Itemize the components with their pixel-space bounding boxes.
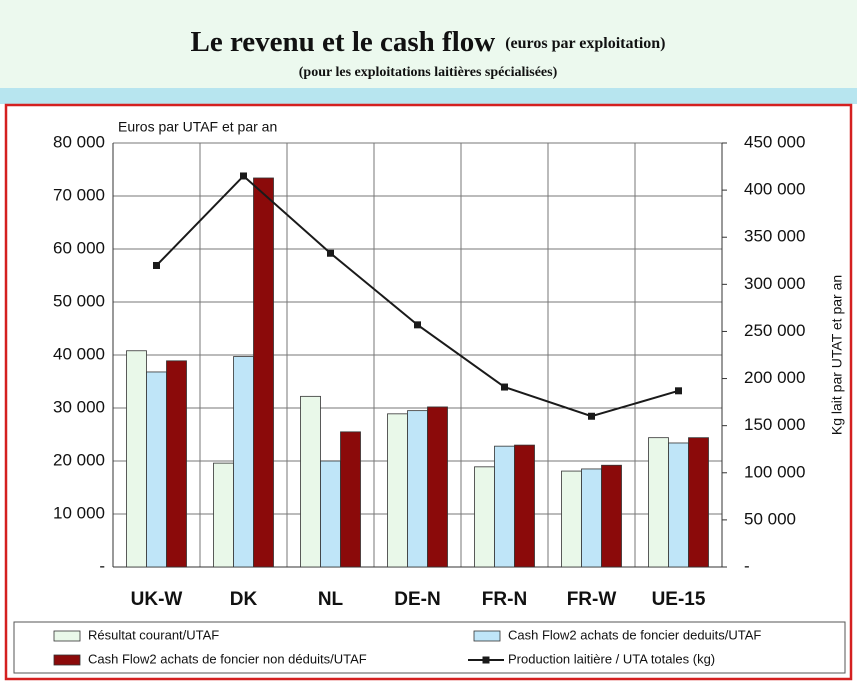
y2-tick-label: 400 000 (744, 180, 805, 199)
x-tick-label: UE-15 (652, 589, 706, 610)
bar (514, 444, 535, 568)
y2-tick-label: - (744, 556, 750, 575)
legend-label: Résultat courant/UTAF (88, 627, 219, 642)
y2-tick-label: 50 000 (744, 509, 796, 528)
bar (166, 360, 187, 568)
bar (688, 437, 709, 568)
bar (300, 395, 321, 568)
legend-label: Cash Flow2 achats de foncier deduits/UTA… (508, 627, 761, 642)
bar (213, 462, 234, 568)
x-tick-label: UK-W (131, 589, 183, 610)
x-tick-label: FR-N (482, 589, 527, 610)
x-tick-label: NL (318, 589, 344, 610)
legend-box (13, 621, 846, 674)
y-tick-label: 60 000 (53, 238, 105, 257)
bar (233, 356, 254, 568)
bar (494, 445, 515, 568)
header-band (0, 0, 857, 88)
bar (601, 464, 622, 568)
y-tick-label: 40 000 (53, 344, 105, 363)
bar (126, 350, 147, 568)
y2-tick-label: 350 000 (744, 227, 805, 246)
legend-marker (482, 656, 490, 664)
line-marker (240, 172, 247, 180)
bar (474, 466, 495, 568)
bar (340, 431, 361, 568)
y2-axis-label: Kg lait par UTAT et par an (829, 275, 845, 435)
line-marker (675, 387, 682, 395)
y-tick-label: 50 000 (53, 291, 105, 310)
x-tick-label: FR-W (567, 589, 617, 610)
chart-title-group: Le revenu et le cash flow (euros par exp… (190, 26, 665, 58)
line-marker (588, 412, 595, 420)
y2-tick-label: 300 000 (744, 274, 805, 293)
line-marker (153, 261, 160, 269)
line-marker (501, 383, 508, 391)
y2-tick-label: 200 000 (744, 368, 805, 387)
chart-title: Le revenu et le cash flow (190, 26, 495, 58)
bar (561, 470, 582, 568)
legend-swatch (53, 654, 81, 666)
bar (146, 371, 167, 568)
y-tick-label: - (99, 556, 105, 575)
y-axis-label: Euros par UTAF et par an (118, 119, 277, 135)
legend-label: Production laitière / UTA totales (kg) (508, 651, 715, 666)
chart-subtitle: (pour les exploitations laitières spécia… (299, 65, 558, 80)
bar (253, 177, 274, 568)
y2-tick-label: 450 000 (744, 132, 805, 151)
bar (427, 406, 448, 568)
x-tick-label: DE-N (394, 589, 440, 610)
y2-tick-label: 250 000 (744, 321, 805, 340)
bar (581, 468, 602, 568)
bar (648, 437, 669, 568)
legend-label: Cash Flow2 achats de foncier non déduits… (88, 651, 367, 666)
line-marker (414, 321, 421, 329)
y-tick-label: 80 000 (53, 132, 105, 151)
y-tick-label: 30 000 (53, 397, 105, 416)
title-note: (euros par exploitation) (505, 35, 665, 52)
y-tick-label: 10 000 (53, 503, 105, 522)
x-tick-label: DK (230, 589, 258, 610)
bar (668, 442, 689, 568)
legend-swatch (53, 630, 81, 642)
line-marker (327, 249, 334, 257)
y2-tick-label: 100 000 (744, 462, 805, 481)
y-tick-label: 20 000 (53, 450, 105, 469)
bar (387, 413, 408, 568)
legend-swatch (473, 630, 501, 642)
bar (407, 410, 428, 568)
bar (320, 460, 341, 568)
y2-tick-label: 150 000 (744, 415, 805, 434)
y-tick-label: 70 000 (53, 185, 105, 204)
header-strip (0, 88, 857, 104)
